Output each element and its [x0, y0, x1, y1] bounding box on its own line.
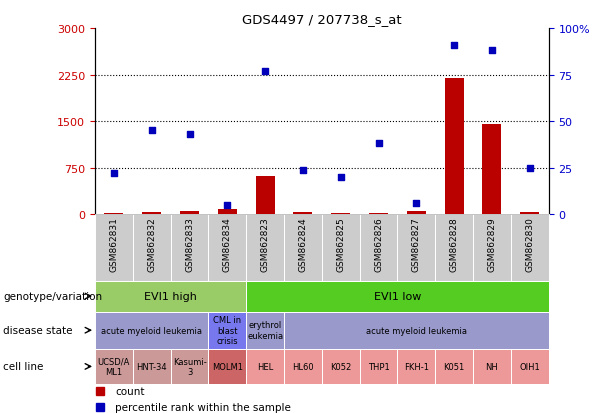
Bar	[208, 215, 246, 281]
Bar	[322, 215, 360, 281]
Point	[185, 131, 194, 138]
Text: count: count	[115, 386, 145, 396]
Text: GSM862831: GSM862831	[109, 217, 118, 271]
Point	[487, 48, 497, 55]
Point	[147, 128, 156, 135]
Bar	[170, 349, 208, 384]
Text: acute myeloid leukemia: acute myeloid leukemia	[101, 326, 202, 335]
Bar	[331, 213, 350, 215]
Bar	[170, 215, 208, 281]
Bar	[218, 210, 237, 215]
Text: EVI1 high: EVI1 high	[144, 291, 197, 301]
Bar	[180, 211, 199, 215]
Point	[223, 202, 232, 209]
Point	[373, 141, 384, 147]
Text: NH: NH	[485, 362, 498, 371]
Text: GSM862827: GSM862827	[412, 217, 421, 271]
Point	[525, 165, 535, 172]
Bar	[511, 215, 549, 281]
Point	[411, 200, 421, 207]
Text: disease state: disease state	[3, 325, 72, 335]
Bar	[246, 312, 284, 349]
Bar	[322, 349, 360, 384]
Text: percentile rank within the sample: percentile rank within the sample	[115, 402, 291, 412]
Text: EVI1 low: EVI1 low	[374, 291, 421, 301]
Bar	[407, 211, 426, 215]
Bar	[284, 312, 549, 349]
Text: MOLM1: MOLM1	[212, 362, 243, 371]
Bar	[95, 312, 208, 349]
Text: GSM862823: GSM862823	[261, 217, 270, 271]
Bar	[444, 78, 463, 215]
Point	[336, 174, 346, 181]
Title: GDS4497 / 207738_s_at: GDS4497 / 207738_s_at	[242, 13, 402, 26]
Bar	[95, 281, 246, 312]
Bar	[397, 215, 435, 281]
Bar	[294, 212, 313, 215]
Text: FKH-1: FKH-1	[404, 362, 429, 371]
Text: UCSD/A
ML1: UCSD/A ML1	[97, 357, 130, 376]
Bar	[520, 213, 539, 215]
Text: HL60: HL60	[292, 362, 314, 371]
Bar	[208, 312, 246, 349]
Text: GSM862829: GSM862829	[487, 217, 497, 271]
Bar	[397, 349, 435, 384]
Bar	[246, 349, 284, 384]
Bar	[133, 215, 170, 281]
Text: Kasumi-
3: Kasumi- 3	[173, 357, 207, 376]
Bar	[246, 281, 549, 312]
Bar	[473, 349, 511, 384]
Bar	[284, 349, 322, 384]
Text: erythrol
eukemia: erythrol eukemia	[247, 321, 283, 340]
Point	[109, 171, 119, 177]
Bar	[246, 215, 284, 281]
Bar	[473, 215, 511, 281]
Bar	[360, 215, 397, 281]
Text: GSM862824: GSM862824	[299, 217, 308, 271]
Text: CML in
blast
crisis: CML in blast crisis	[213, 316, 242, 345]
Bar	[284, 215, 322, 281]
Text: THP1: THP1	[368, 362, 389, 371]
Bar	[208, 349, 246, 384]
Bar	[360, 349, 397, 384]
Bar	[369, 214, 388, 215]
Bar	[104, 213, 123, 215]
Bar	[256, 176, 275, 215]
Bar	[142, 212, 161, 215]
Text: K051: K051	[444, 362, 465, 371]
Text: GSM862825: GSM862825	[336, 217, 345, 271]
Bar	[95, 349, 133, 384]
Point	[298, 167, 308, 173]
Point	[449, 43, 459, 49]
Text: GSM862833: GSM862833	[185, 217, 194, 271]
Bar	[133, 349, 170, 384]
Bar	[435, 349, 473, 384]
Bar	[511, 349, 549, 384]
Text: HEL: HEL	[257, 362, 273, 371]
Text: GSM862832: GSM862832	[147, 217, 156, 271]
Bar	[95, 215, 133, 281]
Text: GSM862828: GSM862828	[449, 217, 459, 271]
Bar	[435, 215, 473, 281]
Text: cell line: cell line	[3, 361, 44, 372]
Text: GSM862830: GSM862830	[525, 217, 535, 271]
Text: GSM862826: GSM862826	[374, 217, 383, 271]
Text: K052: K052	[330, 362, 351, 371]
Text: genotype/variation: genotype/variation	[3, 291, 102, 301]
Text: OIH1: OIH1	[519, 362, 540, 371]
Point	[260, 69, 270, 75]
Text: GSM862834: GSM862834	[223, 217, 232, 271]
Bar	[482, 125, 501, 215]
Text: HNT-34: HNT-34	[137, 362, 167, 371]
Text: acute myeloid leukemia: acute myeloid leukemia	[366, 326, 467, 335]
